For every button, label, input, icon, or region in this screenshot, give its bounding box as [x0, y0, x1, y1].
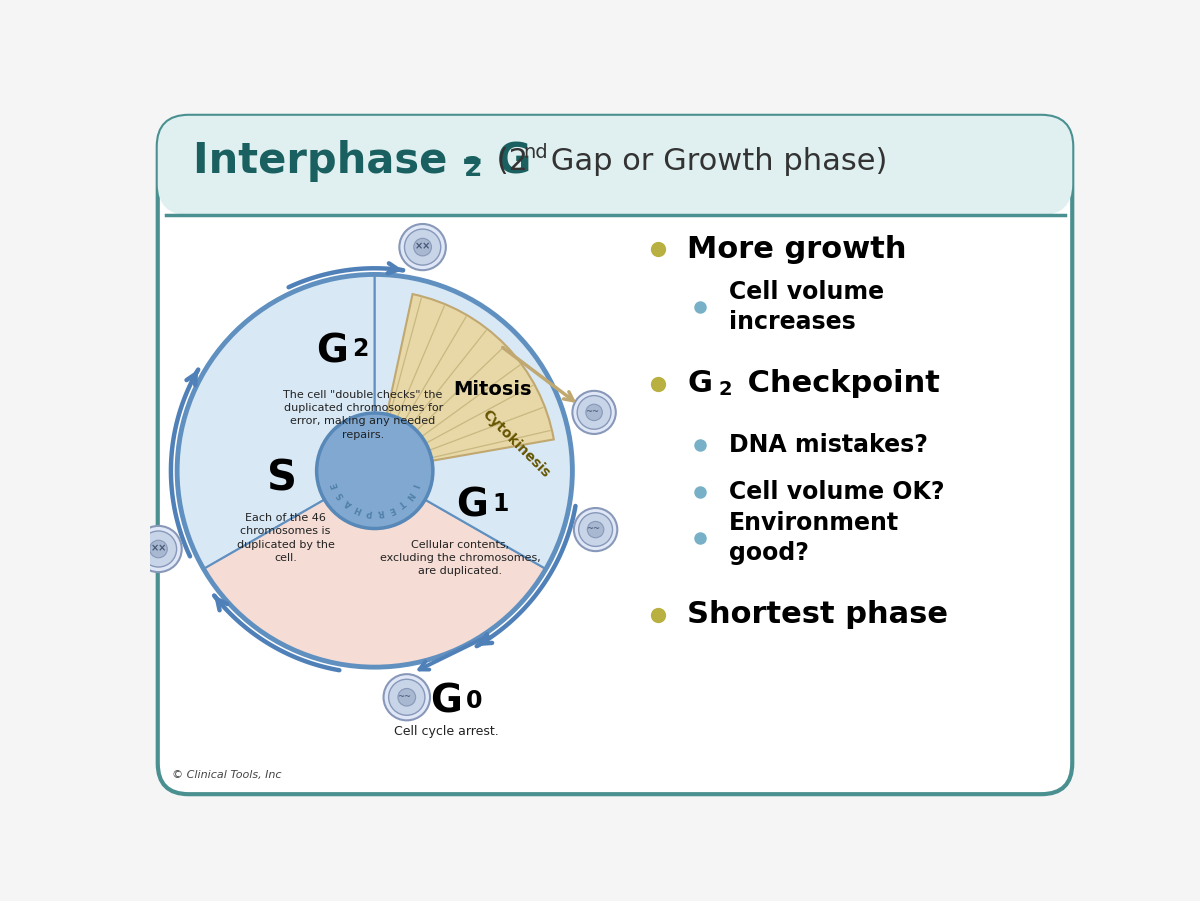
Text: N: N — [403, 489, 414, 500]
Text: Mitosis: Mitosis — [454, 380, 532, 399]
Text: 2: 2 — [353, 337, 368, 360]
Text: Cellular contents,
excluding the chromosomes,
are duplicated.: Cellular contents, excluding the chromos… — [379, 540, 540, 577]
Circle shape — [384, 674, 430, 721]
Text: © Clinical Tools, Inc: © Clinical Tools, Inc — [172, 770, 281, 780]
Circle shape — [389, 679, 425, 715]
Circle shape — [400, 224, 446, 270]
Text: Checkpoint: Checkpoint — [737, 369, 940, 398]
Wedge shape — [374, 275, 572, 569]
Text: E: E — [330, 481, 341, 489]
Text: I: I — [409, 482, 419, 488]
Text: E: E — [386, 504, 396, 514]
Text: More growth: More growth — [688, 234, 906, 263]
Text: The cell "double checks" the
duplicated chromosomes for
error, making any needed: The cell "double checks" the duplicated … — [283, 390, 443, 440]
Text: ~~: ~~ — [584, 407, 599, 416]
Text: Shortest phase: Shortest phase — [688, 600, 948, 629]
Wedge shape — [374, 294, 554, 471]
Circle shape — [317, 413, 433, 529]
Circle shape — [140, 531, 176, 567]
Text: R: R — [377, 507, 384, 517]
Text: S: S — [266, 458, 296, 499]
Text: Each of the 46
chromosomes is
duplicated by the
cell.: Each of the 46 chromosomes is duplicated… — [236, 514, 335, 563]
Circle shape — [574, 508, 617, 551]
Text: Cell volume
increases: Cell volume increases — [728, 280, 884, 333]
Text: (2: (2 — [487, 147, 528, 176]
Circle shape — [587, 522, 604, 538]
Text: DNA mistakes?: DNA mistakes? — [728, 433, 928, 458]
Circle shape — [150, 541, 167, 558]
Text: ××: ×× — [150, 543, 167, 553]
Circle shape — [136, 526, 181, 572]
Text: T: T — [396, 498, 406, 508]
Text: Cell cycle arrest.: Cell cycle arrest. — [394, 725, 498, 738]
Wedge shape — [178, 275, 374, 569]
Text: ××: ×× — [414, 241, 431, 251]
Text: G: G — [688, 369, 712, 398]
Text: Cytokinesis: Cytokinesis — [479, 407, 552, 480]
Circle shape — [572, 391, 616, 434]
Text: S: S — [335, 490, 346, 500]
Text: G: G — [430, 683, 462, 721]
Text: nd: nd — [523, 142, 548, 161]
Text: ~~: ~~ — [587, 524, 600, 533]
Text: 2: 2 — [464, 156, 482, 182]
Text: G: G — [456, 487, 487, 524]
Circle shape — [578, 513, 612, 546]
Text: ~~: ~~ — [397, 692, 412, 701]
Circle shape — [404, 229, 440, 265]
Text: G: G — [316, 332, 348, 370]
Circle shape — [586, 405, 602, 421]
Text: Environment
good?: Environment good? — [728, 511, 899, 565]
Circle shape — [577, 396, 611, 429]
Text: 1: 1 — [492, 492, 509, 516]
Text: 0: 0 — [466, 688, 482, 713]
Wedge shape — [204, 500, 546, 667]
Circle shape — [414, 239, 432, 256]
Text: Interphase – G: Interphase – G — [193, 141, 532, 182]
Text: 2: 2 — [718, 380, 732, 399]
Text: P: P — [366, 507, 373, 517]
Text: A: A — [343, 497, 354, 509]
Text: H: H — [353, 504, 364, 514]
Text: Cell volume OK?: Cell volume OK? — [728, 479, 944, 504]
FancyBboxPatch shape — [157, 116, 1073, 794]
FancyBboxPatch shape — [157, 116, 1073, 215]
Text: Gap or Growth phase): Gap or Growth phase) — [541, 147, 888, 176]
Circle shape — [398, 688, 415, 706]
